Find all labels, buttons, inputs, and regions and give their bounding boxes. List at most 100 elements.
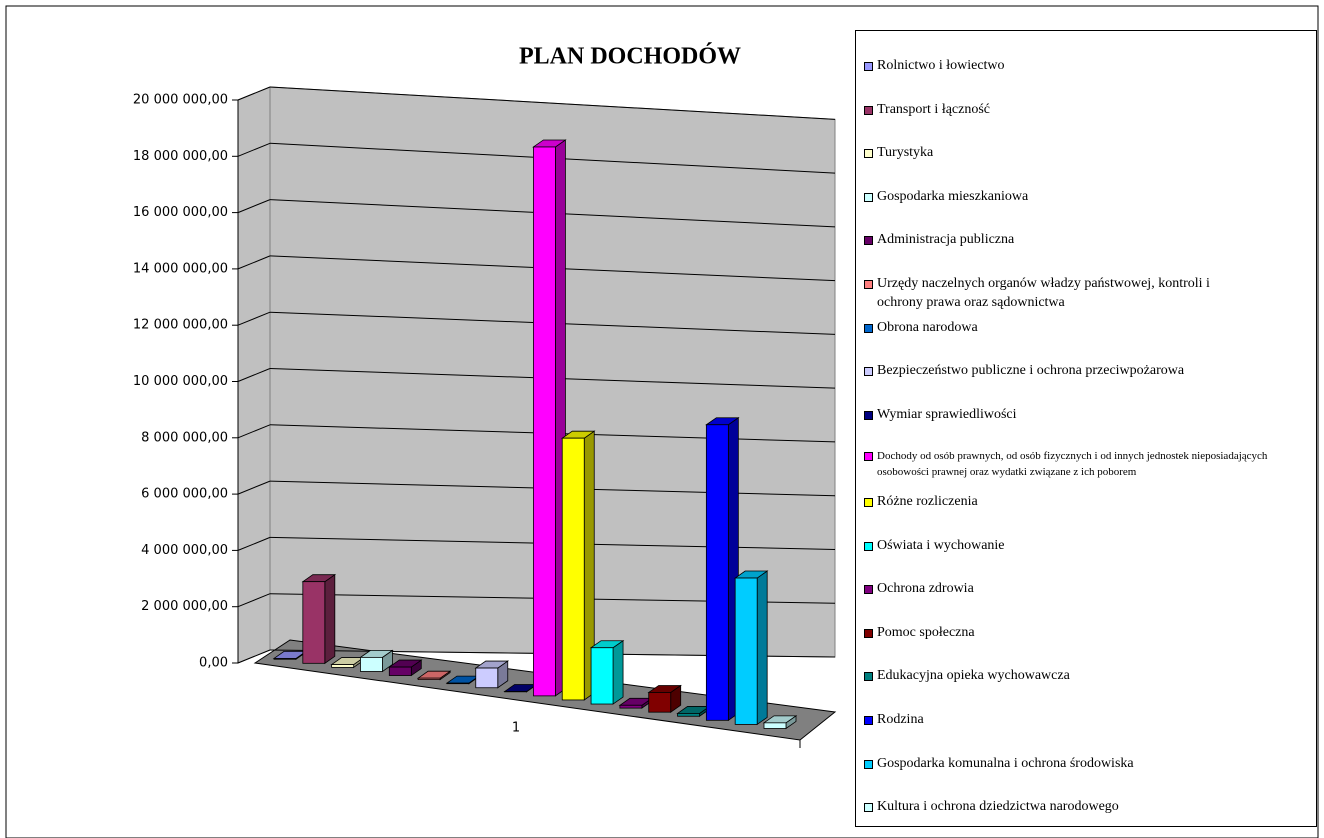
legend-swatch: [864, 716, 873, 725]
legend-swatch: [864, 541, 873, 551]
grid-line: [237, 480, 271, 495]
legend-label: Oświata i wychowanie: [877, 537, 1005, 553]
legend-label: Bezpieczeństwo publiczne i ochrona przec…: [877, 363, 1185, 379]
bar-side: [324, 573, 336, 665]
grid-line: [237, 86, 271, 101]
legend-item: Gospodarka mieszkaniowa: [864, 187, 1312, 206]
bar-front: [763, 722, 787, 729]
bar: [388, 659, 423, 677]
legend-item: Administracja publiczna: [864, 230, 1312, 249]
bar: [445, 675, 481, 685]
legend-swatch: [864, 672, 873, 682]
y-tick-label: 18 000 000,00: [133, 149, 228, 164]
legend-label: Gospodarka komunalna i ochrona środowisk…: [877, 755, 1134, 771]
bar: [474, 660, 510, 689]
bar-front: [705, 424, 729, 721]
legend-item: Kultura i ochrona dziedzictwa narodowego: [864, 797, 1312, 816]
grid-line: [237, 255, 271, 270]
bar-front: [619, 704, 643, 709]
legend-item: Pomoc społeczna: [864, 623, 1312, 642]
grid-line: [237, 649, 271, 664]
legend-item: Urzędy naczelnych organów władzy państwo…: [864, 274, 1312, 312]
legend-swatch: [864, 62, 873, 71]
legend-swatch: [864, 498, 873, 507]
legend-item: Gospodarka komunalna i ochrona środowisk…: [864, 754, 1312, 773]
bar-front: [648, 692, 672, 713]
legend-label: Transport i łączność: [877, 101, 991, 117]
y-tick-label: 2 000 000,00: [141, 599, 228, 614]
bar: [762, 715, 798, 730]
grid-line: [237, 536, 271, 551]
legend-label: Administracja publiczna: [877, 232, 1015, 248]
legend-item: Rodzina: [864, 710, 1312, 729]
y-tick-label: 12 000 000,00: [133, 318, 228, 333]
legend-swatch: [864, 149, 873, 159]
y-tick-label: 6 000 000,00: [141, 487, 228, 502]
bar-side: [612, 639, 624, 705]
y-tick-label: 14 000 000,00: [133, 261, 228, 276]
legend: Rolnictwo i łowiectwo Transport i łącznoś…: [855, 30, 1317, 827]
legend-item: Wymiar sprawiedliwości: [864, 405, 1312, 424]
bar: [532, 139, 567, 697]
bar-front: [561, 437, 585, 701]
legend-item: Rolnictwo i łowiectwo: [864, 56, 1312, 75]
legend-label: Edukacyjna opieka wychowawcza: [877, 668, 1070, 684]
legend-label: Obrona narodowa: [877, 319, 978, 335]
legend-label: Pomoc społeczna: [877, 624, 975, 640]
legend-swatch: [864, 367, 873, 377]
bar: [647, 684, 682, 713]
legend-item: Oświata i wychowanie: [864, 536, 1312, 555]
legend-item: Obrona narodowa: [864, 318, 1312, 337]
bar-front: [273, 657, 297, 660]
bar: [301, 573, 337, 665]
grid-line: [269, 86, 836, 120]
legend-item: Ochrona zdrowia: [864, 579, 1312, 598]
grid-line: [237, 142, 271, 157]
legend-label: Różne rozliczenia: [877, 494, 978, 509]
grid-line: [237, 199, 271, 214]
y-tick-label: 0,00: [199, 656, 228, 671]
legend-item: Turystyka: [864, 143, 1312, 162]
grid-line: [237, 368, 271, 382]
legend-swatch: [864, 280, 873, 289]
bar: [359, 649, 394, 673]
legend-label: Dochody od osób prawnych, od osób fizycz…: [877, 450, 1268, 479]
legend-label: Gospodarka mieszkaniowa: [877, 188, 1029, 204]
legend-label: Turystyka: [877, 145, 934, 161]
legend-swatch: [864, 628, 873, 638]
legend-swatch: [864, 236, 873, 246]
bar-side: [756, 570, 768, 726]
legend-label: Rodzina: [877, 712, 924, 727]
grid-line: [237, 424, 271, 439]
legend-swatch: [864, 410, 873, 420]
legend-item: Bezpieczeństwo publiczne i ochrona przec…: [864, 361, 1312, 380]
legend-swatch: [864, 759, 873, 769]
bar-front: [388, 666, 412, 676]
bar: [589, 639, 625, 705]
legend-label: Urzędy naczelnych organów władzy państwo…: [877, 276, 1210, 310]
grid-line: [237, 311, 271, 326]
y-tick-label: 20 000 000,00: [133, 93, 228, 108]
bar-front: [475, 667, 499, 689]
legend-swatch: [864, 585, 873, 595]
bar: [560, 430, 596, 701]
legend-swatch: [864, 803, 873, 813]
legend-item: Różne rozliczenia: [864, 492, 1312, 511]
legend-swatch: [864, 323, 873, 333]
grid-line: [237, 593, 271, 608]
legend-label: Wymiar sprawiedliwości: [877, 406, 1017, 422]
bar: [416, 670, 452, 681]
bar-front: [533, 146, 556, 697]
bar-front: [446, 682, 470, 685]
y-tick-label: 16 000 000,00: [133, 205, 228, 220]
chart-title: PLAN DOCHODÓW: [519, 43, 741, 70]
bar-front: [302, 581, 326, 664]
legend-label: Ochrona zdrowia: [877, 581, 974, 597]
bar-front: [590, 647, 614, 705]
bar-front: [360, 656, 383, 672]
bar-front: [734, 577, 758, 725]
bar-front: [417, 677, 441, 681]
y-tick-label: 10 000 000,00: [133, 374, 228, 389]
